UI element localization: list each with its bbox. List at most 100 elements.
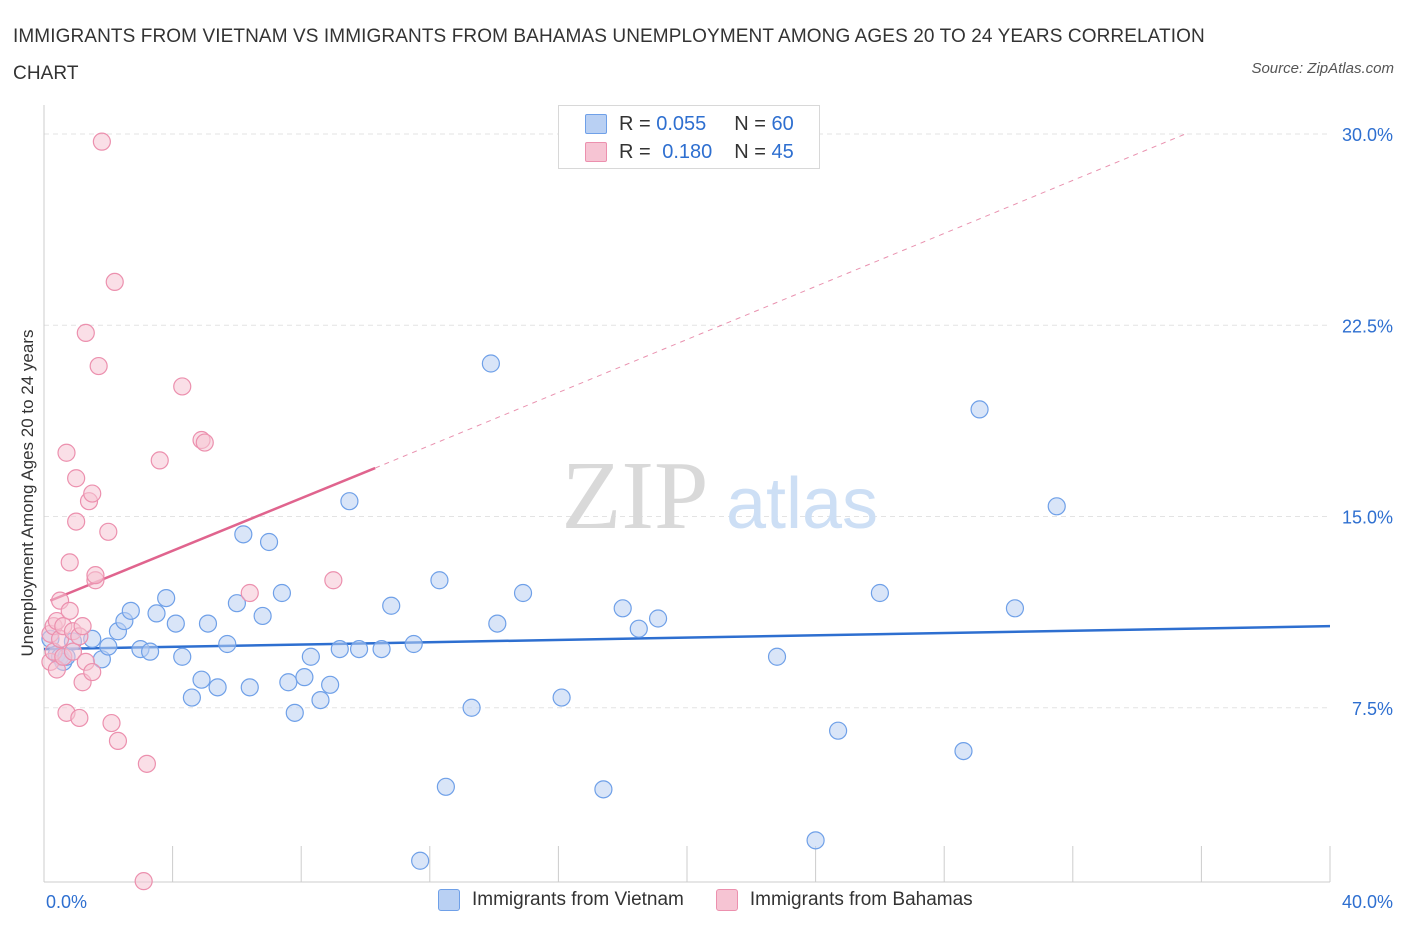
- x-tick-label-min: 0.0%: [46, 892, 87, 912]
- point-bahamas: [134, 872, 153, 891]
- point-vietnam: [954, 741, 973, 761]
- legend-row-bahamas: R = 0.180 N = 45: [585, 138, 794, 166]
- point-bahamas: [76, 323, 95, 342]
- y-axis-label: Unemployment Among Ages 20 to 24 years: [18, 329, 37, 657]
- point-vietnam: [301, 647, 320, 666]
- point-vietnam: [140, 642, 160, 661]
- point-bahamas: [86, 566, 105, 585]
- point-vietnam: [382, 596, 401, 615]
- watermark-zip: ZIP: [562, 442, 709, 550]
- trend-line-bahamas: [49, 466, 376, 602]
- point-bahamas: [73, 617, 92, 636]
- point-vietnam: [372, 639, 391, 659]
- legend-r-label: R =: [619, 140, 651, 163]
- data-points: [41, 132, 1066, 891]
- point-bahamas: [57, 443, 76, 462]
- point-vietnam: [870, 583, 890, 603]
- stats-legend: R = 0.055 N = 60 R = 0.180 N = 45: [558, 105, 820, 169]
- point-vietnam: [240, 678, 259, 697]
- point-vietnam: [192, 670, 211, 689]
- point-vietnam: [349, 639, 369, 659]
- point-vietnam: [121, 601, 140, 620]
- legend-r-value-bahamas: 0.180: [662, 140, 713, 163]
- point-vietnam: [1047, 497, 1066, 516]
- point-vietnam: [594, 780, 613, 799]
- y-tick-label: 15.0%: [1342, 508, 1393, 528]
- point-bahamas: [70, 708, 89, 728]
- point-vietnam: [488, 614, 507, 633]
- point-vietnam: [1005, 599, 1025, 618]
- legend-n-label: N =: [734, 140, 766, 163]
- trend-line-vietnam: [43, 624, 1331, 651]
- point-bahamas: [60, 553, 79, 572]
- trend-line-bahamas-extension: [374, 133, 1186, 469]
- point-bahamas: [83, 662, 102, 682]
- point-vietnam: [157, 588, 176, 608]
- point-bahamas: [99, 522, 118, 541]
- point-bahamas: [150, 451, 169, 470]
- point-bahamas: [102, 713, 121, 733]
- watermark: ZIP atlas: [562, 442, 879, 550]
- point-vietnam: [404, 634, 423, 654]
- point-vietnam: [295, 668, 314, 687]
- point-vietnam: [340, 492, 359, 511]
- point-vietnam: [411, 851, 430, 870]
- point-vietnam: [227, 594, 246, 613]
- legend-row-vietnam: R = 0.055 N = 60: [585, 110, 794, 138]
- point-vietnam: [330, 639, 349, 659]
- point-vietnam: [99, 637, 118, 656]
- legend-item-vietnam: Immigrants from Vietnam: [438, 889, 684, 911]
- point-vietnam: [311, 690, 330, 710]
- point-vietnam: [173, 647, 192, 666]
- legend-r-label: R =: [619, 112, 651, 135]
- point-bahamas: [83, 484, 102, 503]
- watermark-atlas: atlas: [726, 464, 878, 544]
- legend-n-value-bahamas: 45: [771, 140, 794, 163]
- point-bahamas: [67, 469, 86, 488]
- point-vietnam: [198, 614, 218, 633]
- point-bahamas: [108, 731, 128, 751]
- series-legend: Immigrants from Vietnam Immigrants from …: [438, 889, 1005, 911]
- point-bahamas: [63, 642, 83, 661]
- legend-item-bahamas: Immigrants from Bahamas: [715, 889, 973, 911]
- point-vietnam: [462, 698, 481, 717]
- legend-n-value-vietnam: 60: [771, 112, 794, 135]
- point-bahamas: [60, 601, 79, 620]
- legend-swatch-vietnam: [438, 889, 460, 911]
- chart-title: IMMIGRANTS FROM VIETNAM VS IMMIGRANTS FR…: [13, 26, 1205, 84]
- x-tick-label-max: 40.0%: [1342, 892, 1393, 912]
- point-vietnam: [430, 571, 449, 590]
- legend-swatch-bahamas: [715, 889, 738, 911]
- point-vietnam: [253, 606, 272, 626]
- point-bahamas: [324, 571, 343, 590]
- legend-swatch-vietnam: [585, 114, 607, 134]
- point-vietnam: [279, 673, 298, 692]
- point-vietnam: [321, 675, 340, 694]
- trend-lines: [43, 133, 1331, 651]
- point-vietnam: [513, 583, 533, 603]
- point-bahamas: [105, 272, 124, 291]
- point-vietnam: [829, 721, 848, 740]
- point-bahamas: [89, 356, 108, 376]
- point-bahamas: [92, 132, 111, 151]
- legend-n-label: N =: [734, 112, 766, 135]
- point-bahamas: [67, 512, 86, 531]
- point-vietnam: [806, 831, 825, 850]
- point-vietnam: [218, 634, 237, 654]
- point-vietnam: [259, 532, 279, 552]
- point-vietnam: [234, 525, 253, 544]
- point-vietnam: [166, 614, 185, 633]
- y-tick-label: 22.5%: [1342, 316, 1393, 336]
- point-vietnam: [481, 354, 500, 373]
- point-vietnam: [552, 688, 571, 707]
- point-vietnam: [970, 400, 989, 419]
- point-vietnam: [208, 678, 227, 697]
- point-vietnam: [285, 703, 304, 722]
- y-tick-label: 30.0%: [1342, 125, 1393, 145]
- axes: [43, 105, 1331, 883]
- point-vietnam: [272, 583, 292, 603]
- point-vietnam: [767, 647, 787, 666]
- legend-label-bahamas: Immigrants from Bahamas: [749, 889, 973, 910]
- point-bahamas: [137, 754, 156, 773]
